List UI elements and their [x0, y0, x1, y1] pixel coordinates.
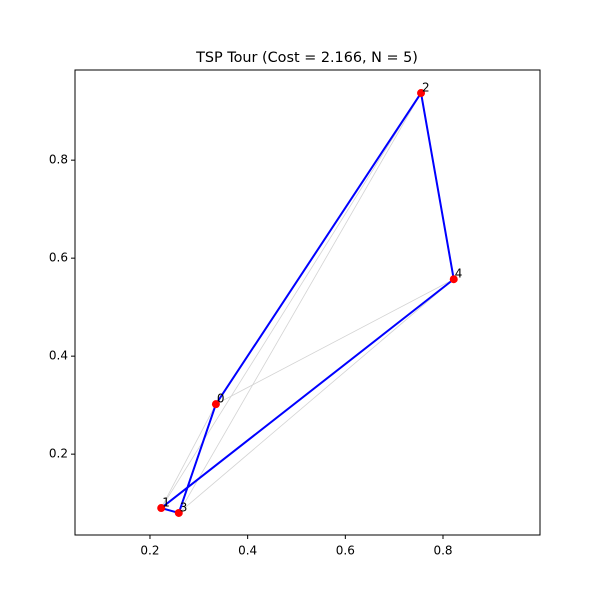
x-tick-label: 0.6: [336, 544, 355, 558]
point: [174, 508, 183, 517]
x-tick-label: 0.2: [140, 544, 159, 558]
tour-line: [159, 90, 455, 515]
edge: [178, 278, 455, 514]
point-label: 3: [180, 500, 188, 514]
plot-frame: [74, 69, 541, 536]
point: [417, 89, 426, 98]
point-label: 4: [455, 267, 463, 281]
point: [449, 275, 458, 284]
y-tick-label: 0.2: [49, 447, 68, 461]
edge: [160, 403, 217, 509]
y-tick-label: 0.4: [49, 349, 68, 363]
chart-title: TSP Tour (Cost = 2.166, N = 5): [195, 50, 418, 66]
point-label: 2: [422, 81, 430, 95]
edge: [215, 278, 454, 405]
point-label: 0: [217, 392, 225, 406]
point: [157, 504, 166, 513]
x-tick-label: 0.4: [238, 544, 257, 558]
edge: [178, 92, 422, 514]
edge: [160, 92, 422, 509]
point-label: 1: [162, 496, 170, 510]
y-tick-label: 0.6: [49, 251, 68, 265]
y-tick-label: 0.8: [49, 153, 68, 167]
point: [211, 400, 220, 409]
x-tick-label: 0.8: [433, 544, 452, 558]
